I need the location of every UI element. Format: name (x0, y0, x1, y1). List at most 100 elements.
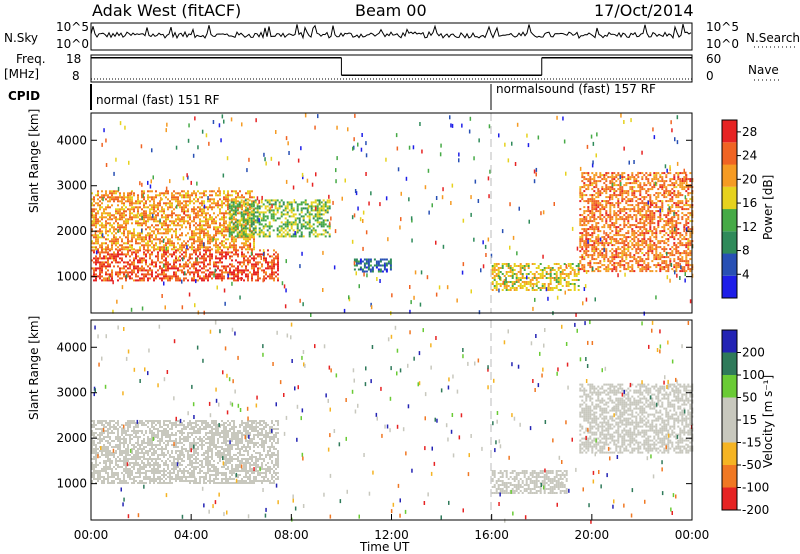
power-cell-2 (272, 211, 275, 214)
power-cell-5 (659, 218, 662, 221)
power-cell-2 (236, 225, 239, 228)
power-cell-4 (509, 275, 512, 277)
power-cell-1 (115, 192, 117, 195)
power-cell-0 (203, 253, 205, 256)
power-cell-2 (316, 207, 319, 210)
power-cell-1 (133, 248, 135, 251)
power-cell-1 (149, 208, 151, 211)
power-cell-5 (681, 184, 684, 187)
power-cell-5 (687, 226, 690, 229)
power-cell-5 (689, 252, 692, 255)
power-cell-5 (649, 246, 652, 249)
power-cell-5 (603, 188, 606, 191)
power-cell-4 (497, 271, 500, 273)
power-cell-0 (247, 259, 249, 262)
power-cell-1 (241, 248, 243, 251)
power-cell-1 (153, 212, 155, 215)
power-cell-0 (221, 275, 223, 278)
power-cell-1 (183, 246, 185, 249)
power-cell-0 (269, 265, 271, 268)
power-cell-0 (187, 271, 189, 274)
power-cell-5 (635, 174, 638, 177)
power-cell-0 (121, 257, 123, 260)
power-cell-2 (268, 223, 271, 226)
power-cell-5 (649, 244, 652, 247)
power-cell-0 (237, 277, 239, 280)
power-cell-4 (553, 277, 556, 279)
power-cell-5 (689, 178, 692, 181)
power-cell-5 (681, 242, 684, 245)
power-cell-1 (157, 228, 159, 231)
power-cell-1 (161, 226, 163, 229)
power-cell-5 (669, 258, 672, 261)
power-cell-2 (312, 227, 315, 230)
power-cell-1 (143, 190, 145, 193)
power-cell-4 (517, 281, 520, 283)
power-cell-0 (267, 267, 269, 270)
power-cell-5 (661, 230, 664, 233)
power-cell-2 (228, 205, 231, 208)
power-cell-4 (527, 281, 530, 283)
power-cell-2 (318, 211, 321, 214)
power-cell-0 (141, 257, 143, 260)
power-cell-4 (559, 283, 562, 285)
power-cell-0 (223, 255, 225, 258)
power-cell-0 (213, 265, 215, 268)
power-cell-5 (657, 242, 660, 245)
power-cell-4 (557, 277, 560, 279)
power-cell-1 (185, 210, 187, 213)
power-scatter (175, 145, 178, 150)
power-cell-5 (659, 256, 662, 259)
power-cell-4 (565, 283, 568, 285)
power-cell-1 (97, 220, 99, 223)
power-cell-2 (284, 213, 287, 216)
power-cell-5 (639, 192, 642, 195)
power-cell-1 (193, 206, 195, 209)
power-cell-2 (270, 225, 273, 228)
power-cell-0 (211, 257, 213, 260)
power-cell-5 (653, 178, 656, 181)
power-cell-5 (605, 188, 608, 191)
power-scatter (152, 213, 154, 218)
power-cell-0 (157, 269, 159, 272)
power-cell-3 (363, 262, 366, 265)
power-cell-0 (107, 265, 109, 268)
power-cell-5 (581, 246, 584, 249)
power-scatter (304, 113, 307, 118)
power-scatter (575, 312, 577, 317)
power-cell-5 (627, 218, 630, 221)
power-cell-5 (615, 230, 618, 233)
power-cell-1 (205, 190, 207, 193)
power-scatter (609, 196, 611, 201)
power-cell-1 (193, 192, 195, 195)
power-cell-5 (647, 252, 650, 255)
power-cell-5 (679, 234, 682, 237)
power-cell-5 (583, 178, 586, 181)
power-cell-5 (623, 246, 626, 249)
power-cell-0 (235, 279, 237, 282)
power-cell-0 (117, 249, 119, 252)
power-cell-1 (165, 224, 167, 227)
power-cell-5 (671, 234, 674, 237)
power-cell-1 (115, 208, 117, 211)
power-cell-1 (227, 212, 229, 215)
power-cell-2 (312, 233, 315, 236)
power-cell-1 (121, 240, 123, 243)
power-cell-5 (615, 270, 618, 273)
power-cell-1 (121, 206, 123, 209)
power-cell-0 (169, 263, 171, 266)
power-cell-5 (589, 212, 592, 215)
power-cell-1 (193, 240, 195, 243)
power-cell-2 (284, 235, 287, 238)
power-cell-5 (653, 194, 656, 197)
power-cell-1 (199, 218, 201, 221)
power-cell-0 (167, 255, 169, 258)
power-cell-0 (175, 255, 177, 258)
power-cell-0 (203, 255, 205, 258)
power-cell-1 (243, 212, 245, 215)
power-cell-2 (258, 227, 261, 230)
power-cell-2 (260, 219, 263, 222)
power-cell-2 (304, 213, 307, 216)
power-cell-0 (237, 261, 239, 264)
power-cell-0 (165, 273, 167, 276)
